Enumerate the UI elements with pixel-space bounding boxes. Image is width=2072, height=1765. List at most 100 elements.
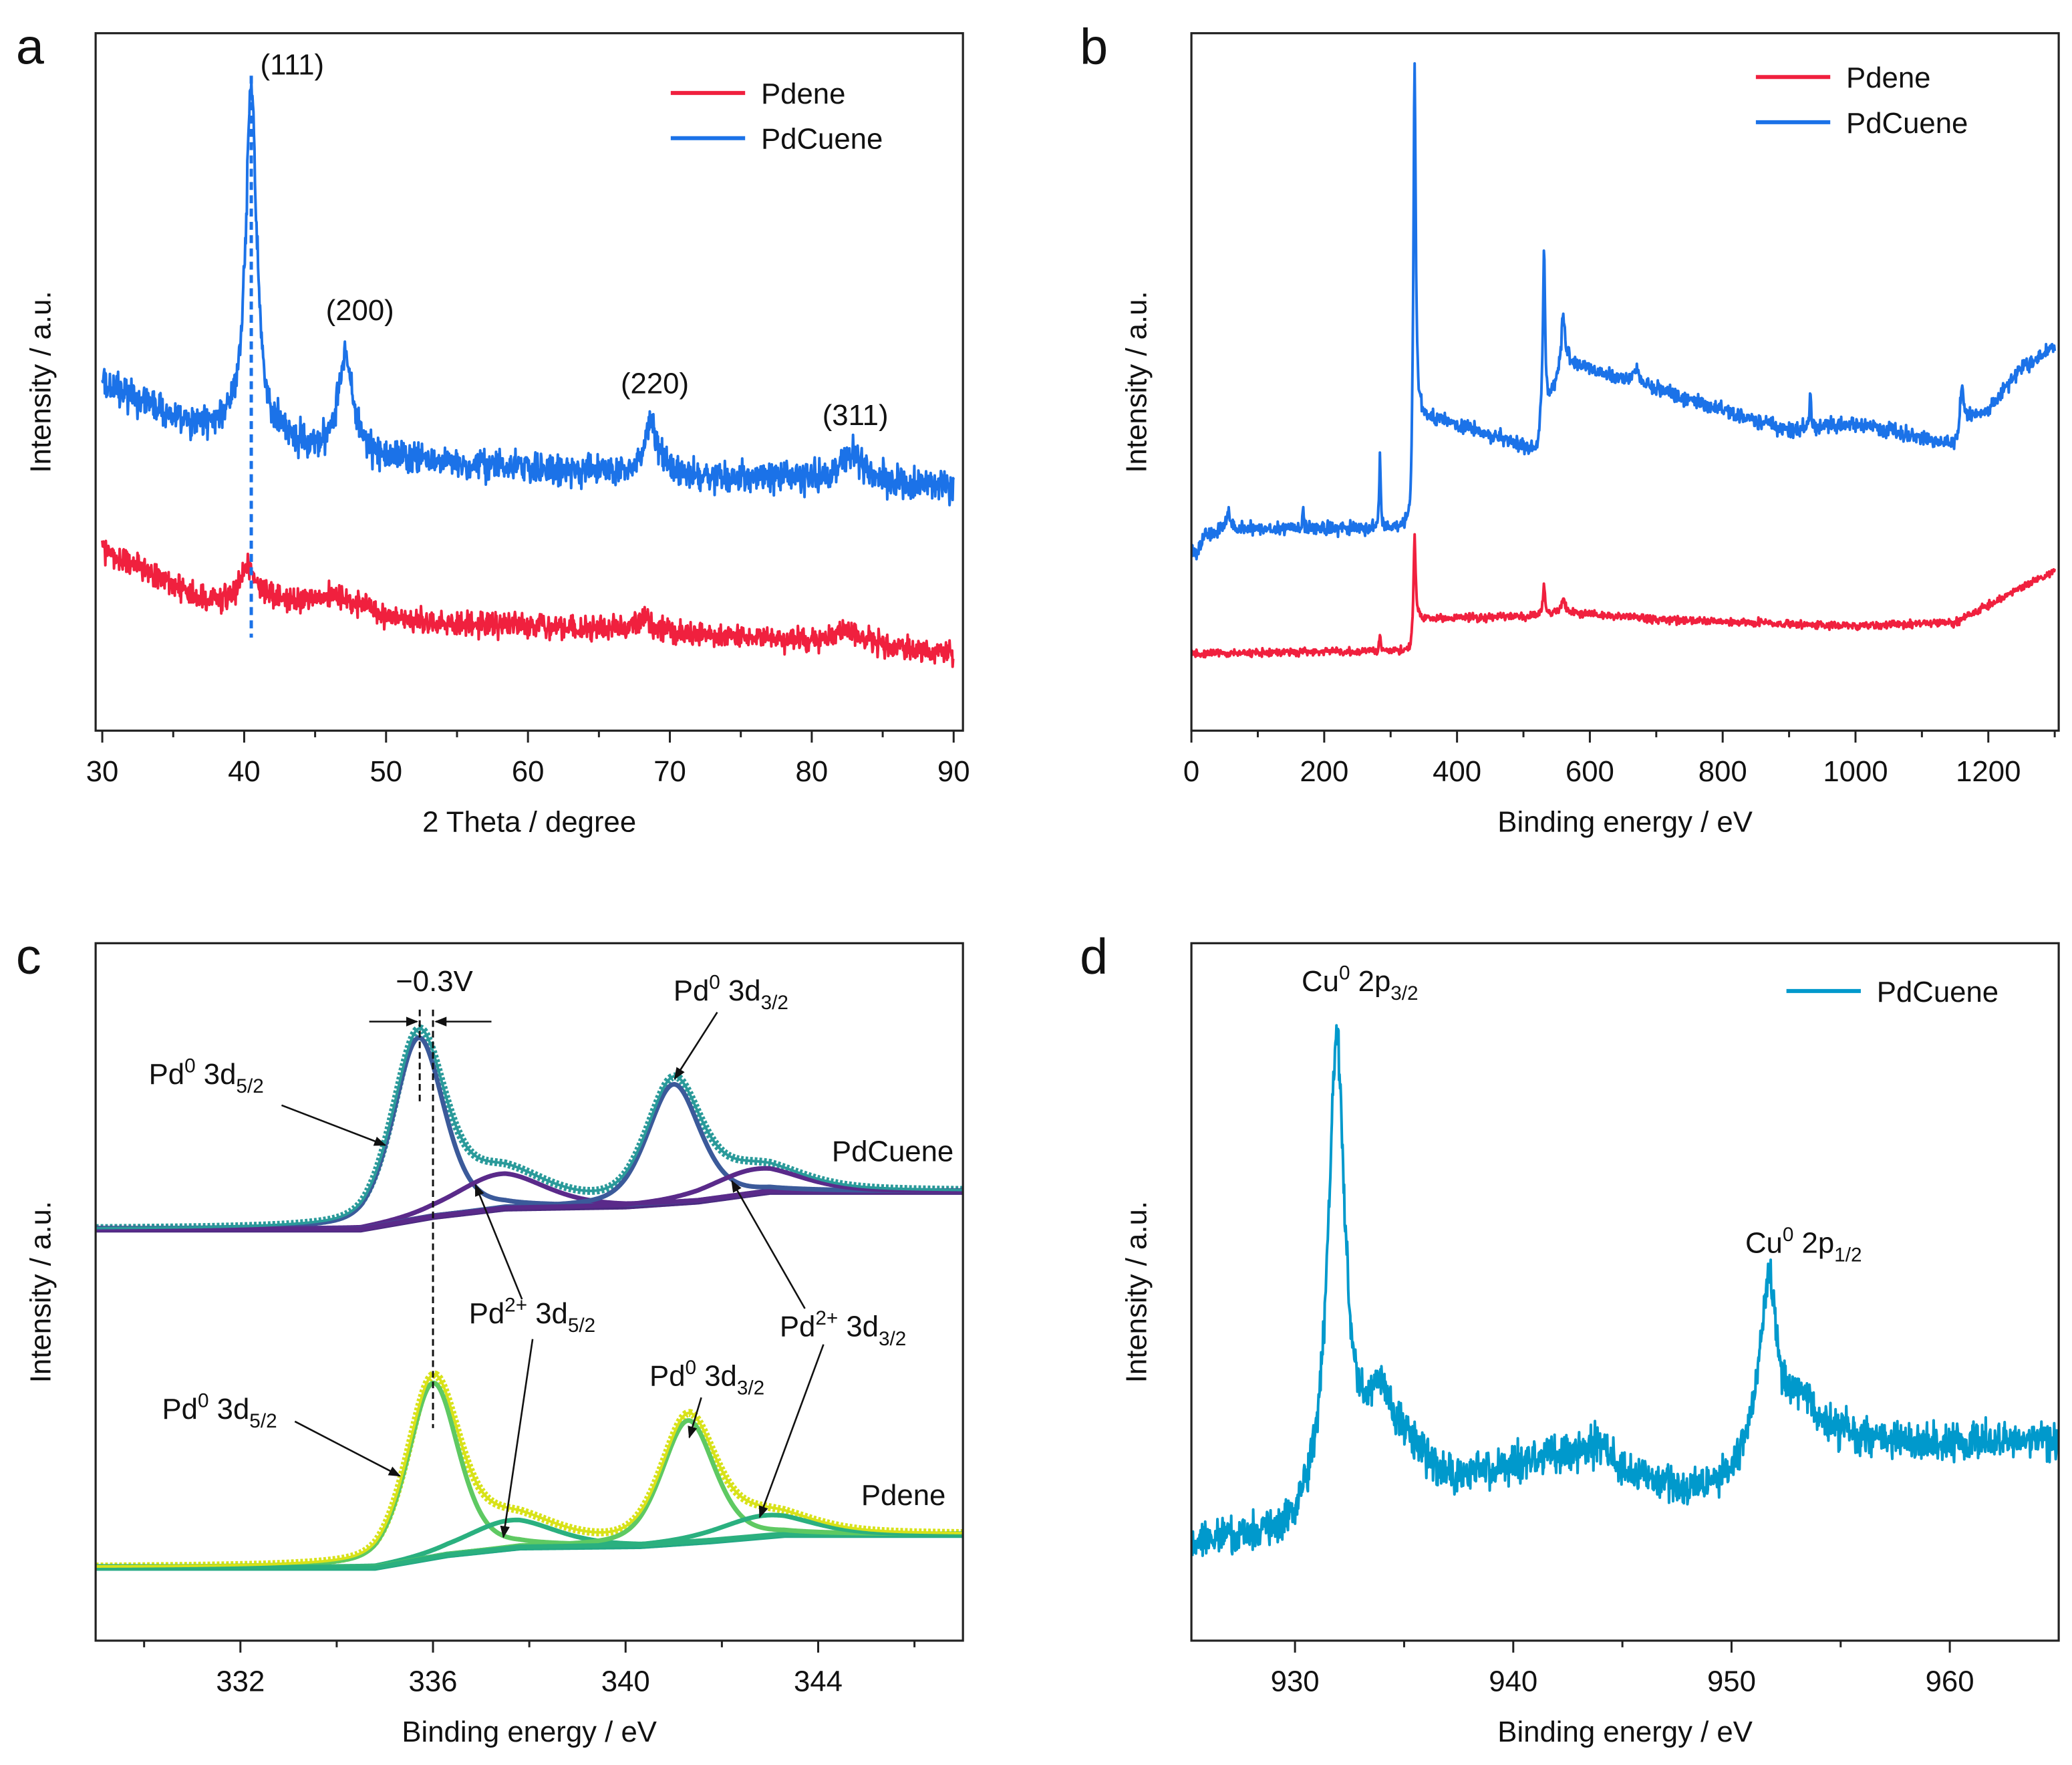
peak-label-part: 3d	[527, 1297, 568, 1330]
x-tick-label: 30	[86, 755, 119, 788]
annotation-arrow	[674, 1012, 718, 1080]
legend-label: PdCuene	[761, 123, 883, 156]
peak-label-part: 0	[686, 1357, 697, 1379]
y-axis-label: Intensity / a.u.	[25, 291, 57, 472]
plot-area	[96, 1024, 964, 1571]
peak-label-part: 3d	[720, 974, 761, 1007]
series-line-pdene	[101, 539, 955, 668]
peak-label: Pd2+ 3d5/2	[469, 1294, 595, 1337]
peak-label-part: 0	[1339, 962, 1350, 984]
x-axis-label: Binding energy / eV	[402, 1716, 657, 1748]
x-tick-label: 340	[601, 1665, 650, 1698]
peak-label-part: 3/2	[761, 992, 788, 1014]
plot-frame	[94, 32, 964, 732]
legend: PdCuene	[1786, 976, 1999, 1008]
peak-label: Pd0 3d3/2	[649, 1357, 764, 1399]
x-tick-label: 400	[1433, 755, 1481, 788]
x-axis-label: 2 Theta / degree	[422, 805, 636, 838]
x-tick-label: 930	[1271, 1665, 1320, 1698]
x-axis-label: Binding energy / eV	[1497, 805, 1753, 838]
peak-label-part: Pd	[649, 1359, 685, 1392]
peak-label-part: Cu	[1745, 1227, 1783, 1260]
peak-label-part: Pd	[162, 1393, 198, 1425]
peak-label: Pd0 3d5/2	[149, 1055, 264, 1098]
peak-label-part: 0	[184, 1055, 196, 1077]
peak-label-part: Cu	[1302, 965, 1339, 998]
peak-label: (220)	[621, 367, 689, 400]
x-tick-label: 60	[512, 755, 545, 788]
shift-label-part: −0.3V	[396, 965, 472, 998]
legend: Pdene PdCuene	[1755, 61, 1968, 140]
x-tick-label: 600	[1566, 755, 1614, 788]
panel-a: a 30 40 50 60 70 80 90 2 Theta / degree Intensity…	[16, 19, 970, 838]
series-line-pdene	[1191, 533, 2057, 659]
peak-label-part: 5/2	[568, 1315, 595, 1337]
x-tick-label: 800	[1698, 755, 1747, 788]
peak-label-part: 0	[709, 971, 720, 993]
fit-pdene	[96, 1373, 964, 1568]
x-tick-label: 0	[1183, 755, 1199, 788]
x-axis-label: Binding energy / eV	[1497, 1716, 1753, 1748]
legend-label: PdCuene	[1877, 976, 1999, 1008]
legend: Pdene PdCuene	[670, 78, 883, 156]
peak-label-part: Pd	[469, 1297, 504, 1330]
plot-area	[1191, 61, 2057, 659]
plot-area	[1191, 1024, 2059, 1557]
series-line-pdcuene	[1191, 61, 2057, 561]
peak-label: Pd0 3d3/2	[674, 971, 788, 1014]
peak-label: (200)	[326, 294, 394, 327]
y-axis-label: Intensity / a.u.	[25, 1201, 57, 1383]
plot-area	[101, 80, 955, 668]
plot-frame	[1190, 32, 2060, 732]
peak-label: (111)	[261, 48, 325, 81]
panel-c: c PdCuene Pdene 332 336 340 344 Binding energy …	[16, 929, 964, 1748]
background-pdcuene	[96, 1188, 964, 1233]
peak-label-part: 3d	[696, 1359, 737, 1392]
x-tick-label: 336	[409, 1665, 458, 1698]
legend-label: Pdene	[761, 78, 845, 110]
peak-label-part: 2+	[815, 1307, 838, 1329]
x-tick-label: 940	[1489, 1665, 1537, 1698]
annotation-arrow	[474, 1184, 523, 1300]
peak-label-part: 3d	[838, 1311, 879, 1343]
panel-letter: d	[1080, 929, 1108, 985]
curve-label-pdcuene: PdCuene	[832, 1135, 953, 1168]
peak-label-part: 2+	[504, 1294, 527, 1316]
peak-label-part: Pd	[149, 1058, 184, 1091]
curve-label-pdene: Pdene	[861, 1479, 945, 1512]
peak-label-part: 3/2	[737, 1377, 764, 1399]
y-axis-label: Intensity / a.u.	[1120, 1201, 1153, 1383]
peak-label: Pd2+ 3d3/2	[780, 1307, 906, 1350]
peak-label-part: Pd	[780, 1311, 815, 1343]
panel-letter: a	[16, 19, 44, 75]
annotation-arrow	[758, 1344, 825, 1518]
panel-d: d 930 940 950 960 Binding energy / eV Intensit…	[1080, 929, 2060, 1748]
panel-b: b 0 200 400 600 800 1000 1200 Binding energy / e…	[1080, 19, 2060, 838]
annotation-arrow	[731, 1180, 806, 1309]
x-tick-label: 1000	[1823, 755, 1888, 788]
panel-letter: c	[16, 929, 41, 985]
peak-label-part: Pd	[674, 974, 709, 1007]
annotation-arrow	[281, 1104, 387, 1146]
x-tick-label: 344	[794, 1665, 843, 1698]
annotation-arrow	[500, 1339, 534, 1538]
component-pdene-3	[96, 1512, 964, 1570]
x-tick-label: 50	[369, 755, 402, 788]
series-line-pdcuene	[101, 80, 955, 507]
panel-letter: b	[1080, 19, 1108, 75]
series-line-pdcuene	[1191, 1024, 2059, 1557]
peak-label-part: 1/2	[1834, 1244, 1862, 1266]
peak-label-part: 3d	[196, 1058, 237, 1091]
x-tick-label: 70	[653, 755, 686, 788]
plot-frame	[1190, 942, 2060, 1642]
peak-label-part: 2p	[1350, 965, 1390, 998]
peak-label-part: 2p	[1793, 1227, 1834, 1260]
peak-label-part: 3d	[209, 1393, 250, 1425]
peak-label: Pd0 3d5/2	[162, 1389, 277, 1432]
annotation-arrow	[294, 1420, 401, 1477]
peak-label-part: 3/2	[879, 1328, 906, 1350]
annotation-arrow	[688, 1397, 702, 1439]
x-tick-label: 332	[216, 1665, 265, 1698]
peak-label: Cu0 2p3/2	[1302, 962, 1419, 1004]
